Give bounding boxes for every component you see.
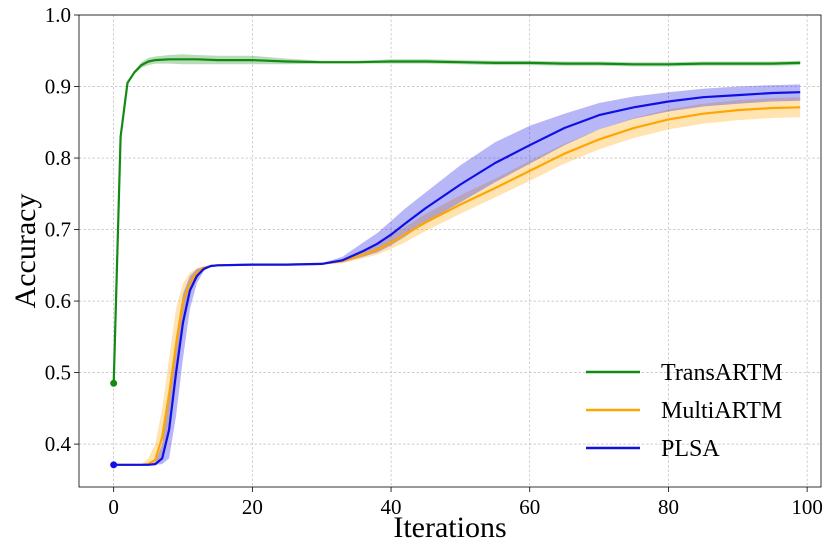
plot-frame	[78, 14, 822, 488]
transartm-legend-label: TransARTM	[661, 360, 783, 386]
y-tick-label: 0.5	[45, 361, 71, 385]
x-tick-label: 60	[519, 495, 540, 519]
y-tick-label: 1.0	[45, 3, 71, 27]
x-tick-label: 80	[658, 495, 679, 519]
y-tick-label: 0.6	[45, 289, 71, 313]
y-tick-label: 0.9	[45, 75, 71, 99]
transartm-line	[112, 58, 801, 384]
y-tick-label: 0.4	[45, 432, 72, 456]
y-tick-label: 0.8	[45, 146, 71, 170]
x-axis-ticks: 0 20 40 60 80 100	[108, 487, 822, 519]
x-tick-label: 40	[381, 495, 402, 519]
x-axis-title: Iterations	[393, 511, 506, 542]
multiartm-legend-label: MultiARTM	[661, 398, 782, 424]
x-tick-label: 0	[108, 495, 119, 519]
y-axis-ticks: 0.4 0.5 0.6 0.7 0.8 0.9 1.0	[45, 3, 79, 456]
plsa-start-point	[110, 461, 118, 469]
transartm-start-point	[110, 379, 118, 387]
series-lines	[112, 58, 801, 466]
start-markers	[110, 379, 118, 469]
y-tick-label: 0.7	[45, 218, 71, 242]
plsa-legend-label: PLSA	[661, 436, 720, 462]
y-axis-title: Accuracy	[9, 194, 42, 309]
x-tick-label: 100	[791, 495, 822, 519]
plsa-line	[113, 91, 801, 466]
legend: TransARTM MultiARTM PLSA	[586, 360, 783, 462]
x-tick-label: 20	[242, 495, 263, 519]
